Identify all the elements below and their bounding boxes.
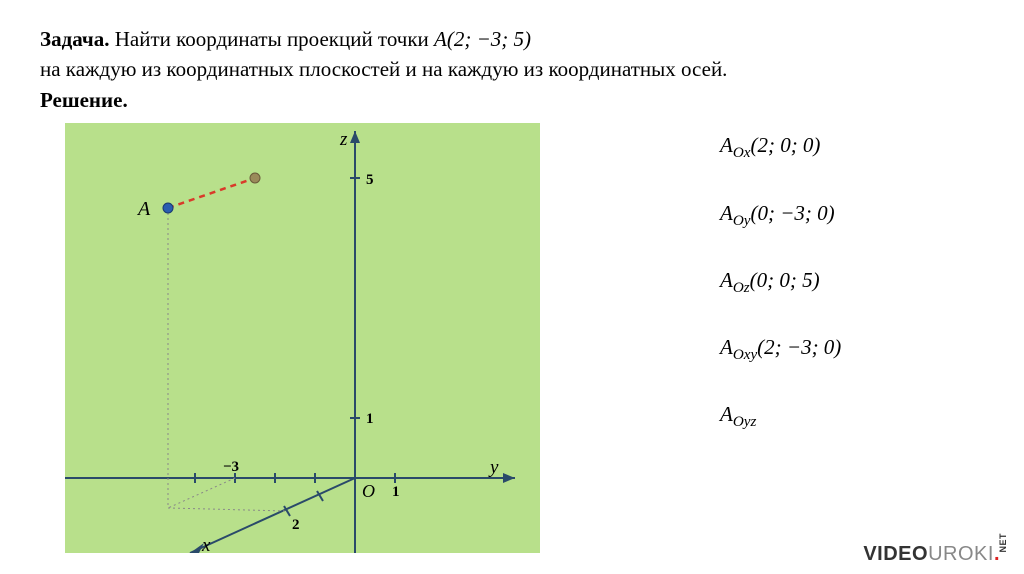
main-area: z y x O 5 1 1 −3 2 A AOx(2; 0; 0) AOy(0;… [40,123,984,553]
origin-label: O [362,481,375,501]
y-label: y [488,457,499,478]
answer-oz: AOz(0; 0; 5) [720,268,841,297]
answer-oxy-coords: (2; −3; 0) [757,335,841,359]
point-projection [250,173,260,183]
yn3-label: −3 [223,459,239,475]
point-a-label: A [136,198,151,220]
answer-oy-coords: (0; −3; 0) [750,201,834,225]
y1-label: 1 [392,484,400,500]
answer-oz-coords: (0; 0; 5) [750,268,820,292]
x-label: x [201,535,211,553]
z-label: z [339,129,348,150]
answer-oy-sub: Oy [733,213,751,229]
content-area: Задача. Найти координаты проекций точки … [0,0,1024,553]
answer-ox-coords: (2; 0; 0) [750,133,820,157]
diagram-bg [65,123,540,553]
answer-oy: AOy(0; −3; 0) [720,201,841,230]
problem-text-1: Найти координаты проекций точки [109,27,434,51]
answer-oz-sub: Oz [733,280,750,296]
answers-column: AOx(2; 0; 0) AOy(0; −3; 0) AOz(0; 0; 5) … [540,123,841,553]
answer-ox: AOx(2; 0; 0) [720,133,841,162]
problem-text-2: на каждую из координатных плоскостей и н… [40,57,727,81]
z1-label: 1 [366,411,374,427]
watermark-part1: VIDEO [863,543,928,565]
watermark-net: NET [998,533,1008,553]
answer-oyz-sub: Oyz [733,414,757,430]
problem-statement: Задача. Найти координаты проекций точки … [40,24,984,115]
answer-ox-sub: Ox [733,146,751,162]
coordinate-diagram: z y x O 5 1 1 −3 2 A [40,123,540,553]
watermark-part2: UROKI [928,543,994,565]
problem-point: A(2; −3; 5) [434,27,531,51]
watermark: VIDEOUROKI.NET [863,533,1008,566]
answer-oxy: AOxy(2; −3; 0) [720,335,841,364]
answer-oxy-sub: Oxy [733,347,757,363]
solution-label: Решение. [40,88,128,112]
problem-label: Задача. [40,27,109,51]
z5-label: 5 [366,172,374,188]
answer-oyz: AOyz [720,402,841,431]
x2-label: 2 [292,517,300,533]
point-a [163,203,173,213]
